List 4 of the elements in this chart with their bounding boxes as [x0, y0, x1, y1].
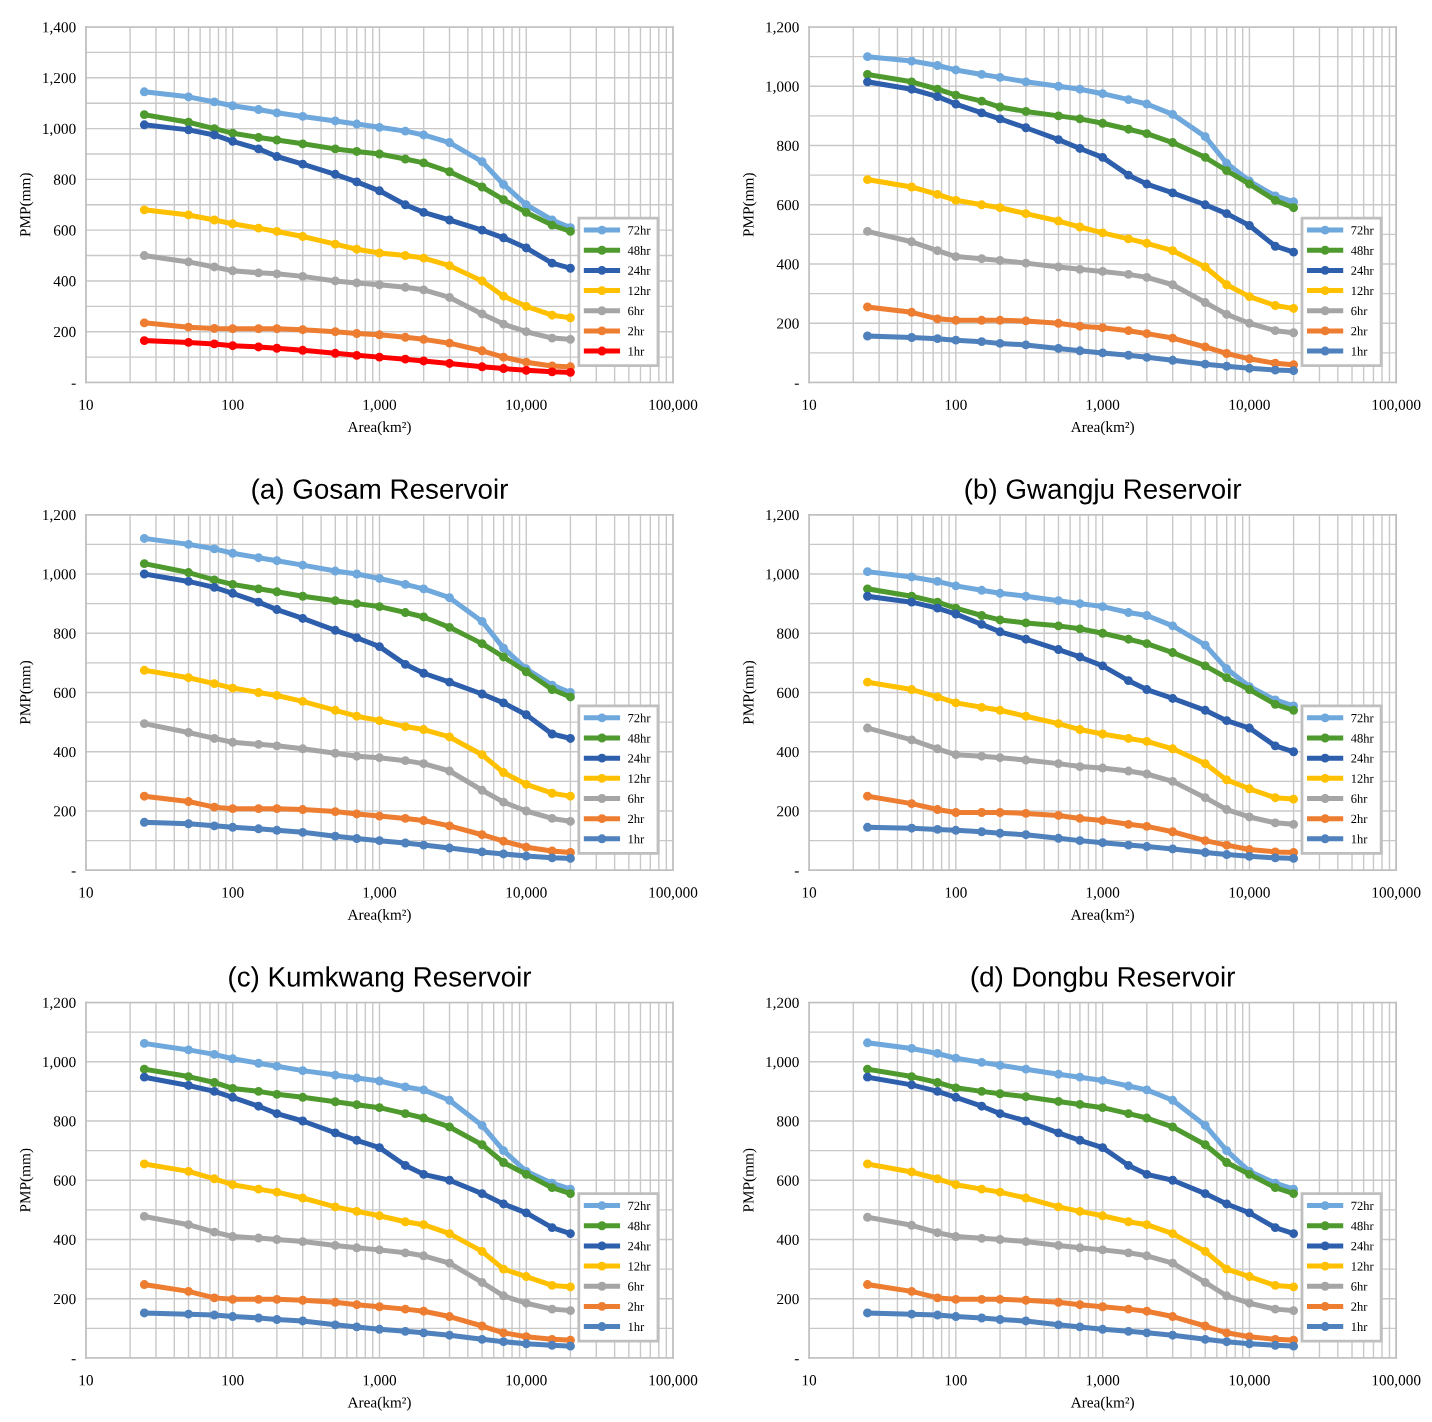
- text: (a) Gosam Reservoir: [252, 478, 508, 505]
- text: (d) Dongbu Reservoir: [971, 966, 1235, 993]
- text: (c) Kumkwang Reservoir: [229, 966, 532, 993]
- text: (b) Gwangju Reservoir: [965, 478, 1242, 505]
